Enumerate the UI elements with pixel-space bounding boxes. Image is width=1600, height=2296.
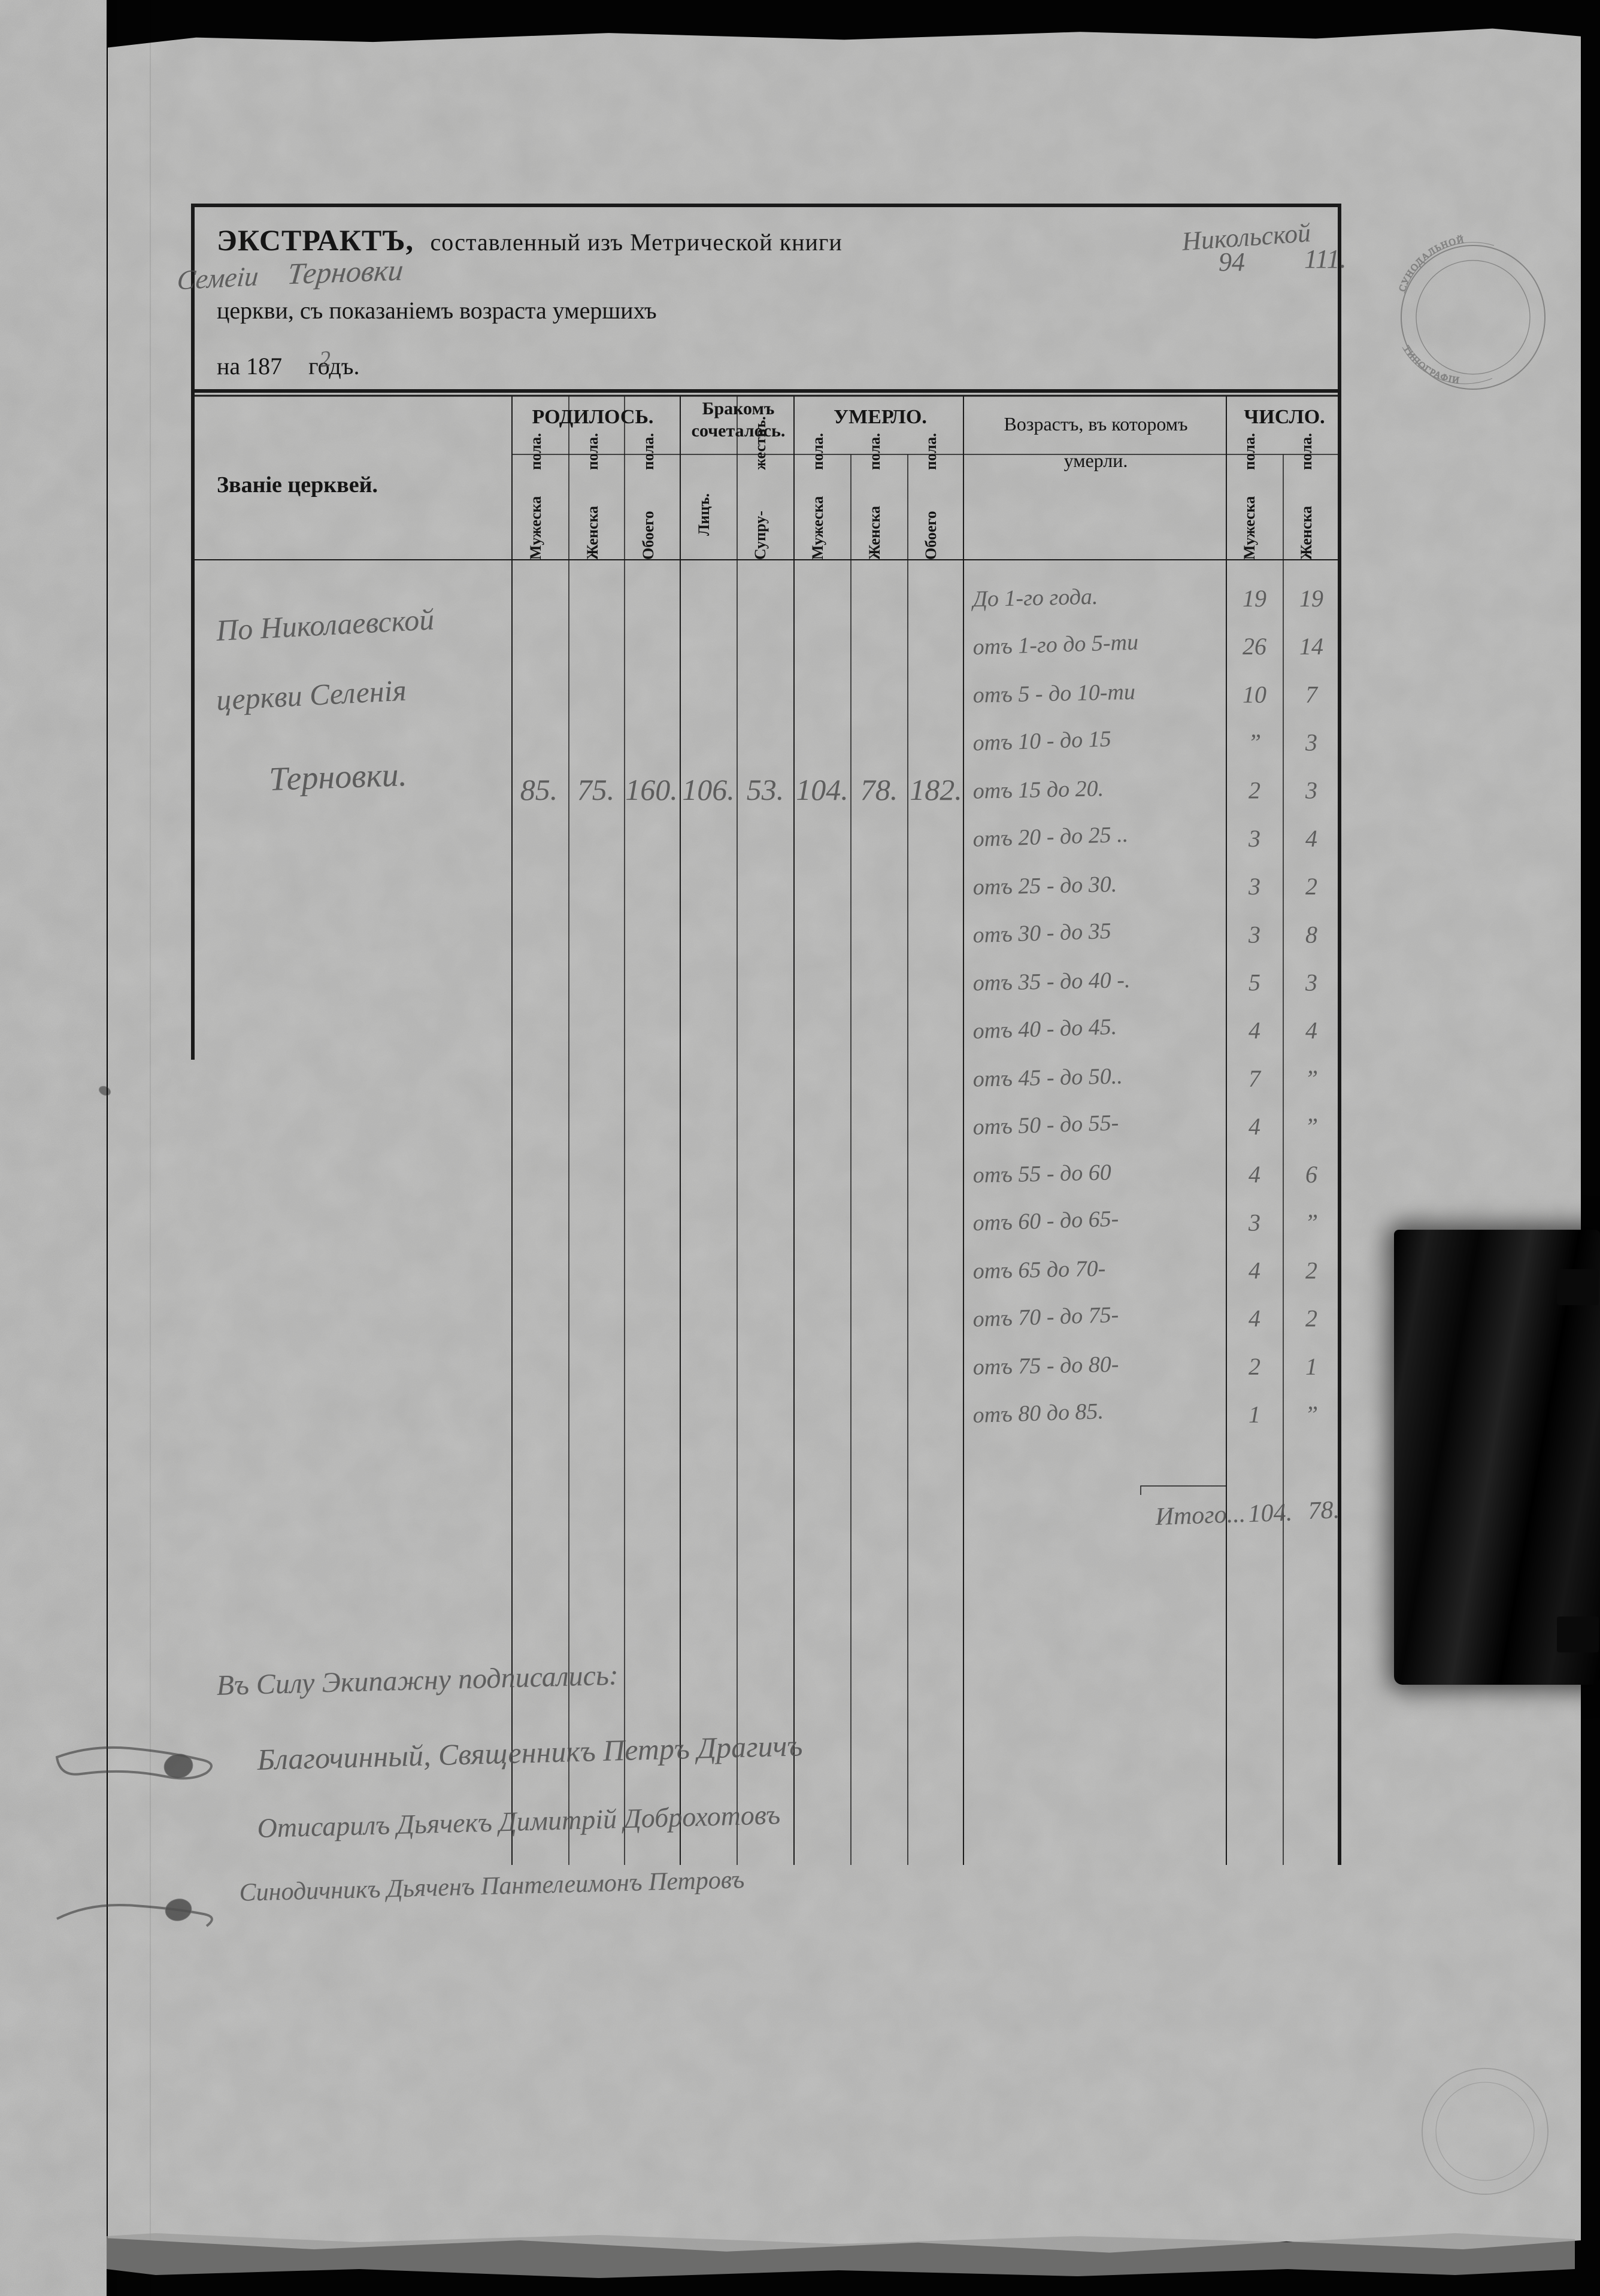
- svg-text:104.: 104.: [1248, 1499, 1293, 1528]
- svg-text:Благочинный, Священникъ Петръ: Благочинный, Священникъ Петръ Драгичъ: [256, 1728, 803, 1776]
- svg-text:Итого...: Итого...: [1154, 1500, 1246, 1531]
- svg-text:78.: 78.: [1308, 1496, 1340, 1525]
- svg-text:Въ Силу Экипажну подписались:: Въ Силу Экипажну подписались:: [216, 1659, 619, 1701]
- svg-text:Отисарилъ Дьячекъ Димитрій Доб: Отисарилъ Дьячекъ Димитрій Доброхотовъ: [257, 1799, 781, 1843]
- svg-text:Синодичникъ Дьяченъ Пантелеимо: Синодичникъ Дьяченъ Пантелеимонъ Петровъ: [239, 1866, 745, 1907]
